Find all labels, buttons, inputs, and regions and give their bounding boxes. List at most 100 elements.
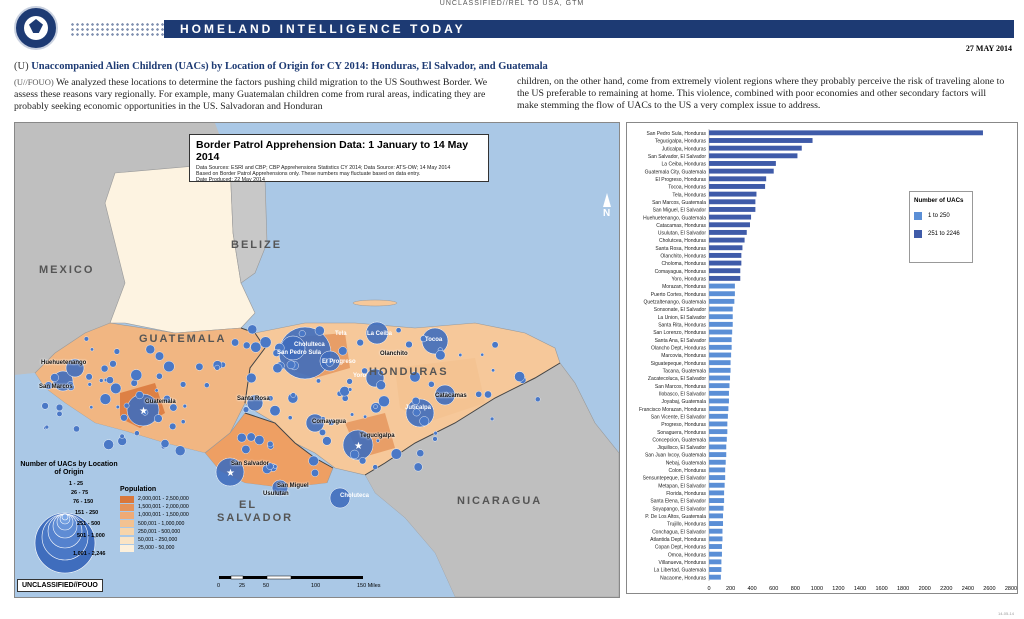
map-sources: Data Sources: ESRI and CBP; CBP Apprehen… [196, 165, 482, 184]
uac-origin-dot [250, 341, 262, 353]
city-huehuetenango: Huehuetenango [41, 360, 87, 366]
bar-category-label: Atlantida Dept, Honduras [650, 537, 706, 543]
uac-origin-dot [433, 431, 438, 436]
bar [709, 321, 733, 327]
population-legend-row: 250,001 - 500,000 [120, 528, 215, 536]
bar [709, 245, 743, 251]
uac-origin-dot [480, 352, 485, 357]
capital-star-icon: ★ [354, 441, 363, 452]
city-santa-rosa: Santa Rosa [237, 396, 270, 402]
bar-x-tick-label: 2200 [940, 586, 952, 592]
population-legend-row: 500,001 - 1,000,000 [120, 520, 215, 528]
uac-origin-dot [67, 381, 74, 388]
uac-origin-dot [416, 449, 425, 458]
bar [709, 390, 729, 396]
scale-tick-25: 25 [239, 583, 246, 589]
bar-category-label: Olancho Dept, Honduras [651, 345, 707, 351]
bar-category-label: Quetzaltenango, Guatemala [643, 300, 706, 306]
uac-origin-circle [246, 394, 264, 412]
bar-category-label: Catacamas, Honduras [656, 223, 706, 229]
uac-origin-dot [290, 392, 296, 398]
bar [709, 559, 722, 565]
uac-origin-dot [247, 324, 258, 335]
uac-origin-circle [271, 479, 289, 497]
uac-origin-dot [435, 350, 446, 361]
uac-origin-dot [145, 344, 156, 355]
capital-star-icon: ★ [139, 406, 148, 417]
city-guatemala: Guatemala [145, 399, 176, 405]
uac-origin-dot [246, 432, 256, 442]
uac-origin-dot [99, 378, 104, 383]
uac-origin-dot [458, 353, 463, 357]
bar-category-label: Choloma, Honduras [662, 261, 707, 267]
bar [709, 283, 735, 289]
bar [709, 436, 727, 442]
bar [709, 138, 813, 143]
bar-category-label: El Progreso, Honduras [655, 177, 706, 183]
title-prefix: (U) [14, 61, 29, 72]
uac-origin-dot [272, 349, 281, 357]
bar [709, 237, 745, 243]
population-legend-label: 500,001 - 1,000,000 [138, 520, 185, 527]
uac-origin-dot [273, 464, 278, 469]
uac-origin-dot [267, 440, 274, 448]
bar-category-label: San Marcos, Guatemala [652, 200, 706, 206]
uac-origin-dot [319, 428, 326, 436]
population-swatch [120, 520, 134, 528]
uac-origin-dot [85, 373, 93, 381]
border-hn-ni [364, 362, 561, 476]
bar-category-label: Ilobasco, El Salvador [659, 391, 706, 397]
bar-category-label: Olanchito, Honduras [660, 254, 706, 260]
uac-origin-dot [267, 395, 274, 402]
uac-legend: Number of UACs by Location of Origin 1 -… [19, 461, 119, 587]
uac-origin-dot [180, 419, 186, 425]
uac-origin-dot [491, 368, 495, 373]
population-legend-row: 1,500,001 - 2,000,000 [120, 503, 215, 511]
uac-origin-dot [83, 336, 89, 342]
uac-origin-dot [359, 457, 367, 465]
bar-legend-item-low: 1 to 250 [914, 212, 968, 220]
uac-origin-dot [163, 360, 175, 373]
bar [709, 528, 723, 534]
uac-origin-dot [535, 396, 541, 402]
bar [709, 567, 722, 572]
bar-category-label: Joyabaj, Guatemala [662, 399, 707, 405]
population-swatch [120, 511, 134, 519]
bar-legend-label-high: 251 to 2246 [928, 231, 960, 237]
uac-origin-dot [514, 371, 525, 382]
population-swatch [120, 544, 134, 552]
bar-category-label: Yoro, Honduras [671, 277, 706, 283]
bar [709, 421, 728, 427]
bar-category-label: Trujillo, Honduras [667, 522, 706, 528]
uac-origin-dot [322, 436, 332, 446]
uac-origin-dot [444, 391, 449, 396]
uac-origin-dot [156, 372, 163, 380]
bar-category-label: Soyapango, El Salvador [652, 506, 706, 512]
uac-origin-dot [169, 422, 177, 430]
population-legend: Population 2,000,001 - 2,500,000 1,500,00… [120, 486, 215, 552]
bar-x-tick-label: 1600 [875, 586, 887, 592]
scale-tick-0: 0 [217, 583, 221, 589]
bar [709, 153, 798, 159]
population-legend-row: 25,000 - 50,000 [120, 544, 215, 552]
bar-category-label: Colon, Honduras [668, 468, 706, 474]
para-left-text: We analyzed these locations to determine… [14, 77, 488, 112]
bar-x-tick-label: 2600 [983, 586, 995, 592]
dhs-seal-icon [14, 6, 58, 50]
uac-origin-dot [413, 462, 423, 472]
map-title: Border Patrol Apprehension Data: 1 Janua… [196, 139, 469, 163]
label-honduras: HONDURAS [369, 366, 449, 378]
bar-x-tick-label: 2000 [919, 586, 931, 592]
mexico-land [15, 123, 230, 375]
uac-legend-circles [34, 512, 96, 574]
bar [709, 176, 767, 182]
north-arrow-icon: N [603, 193, 611, 219]
uac-origin-dot [378, 370, 384, 376]
city-la-ceiba: La Ceiba [367, 331, 393, 337]
bar-category-label: Marcovia, Honduras [661, 353, 706, 359]
bar-category-label: La Union, El Salvador [658, 315, 707, 321]
bar-category-label: P. De Los Altos, Guatemala [645, 514, 706, 520]
uac-origin-dot [314, 325, 325, 336]
uac-origin-dot [99, 393, 112, 405]
bar [709, 298, 735, 304]
